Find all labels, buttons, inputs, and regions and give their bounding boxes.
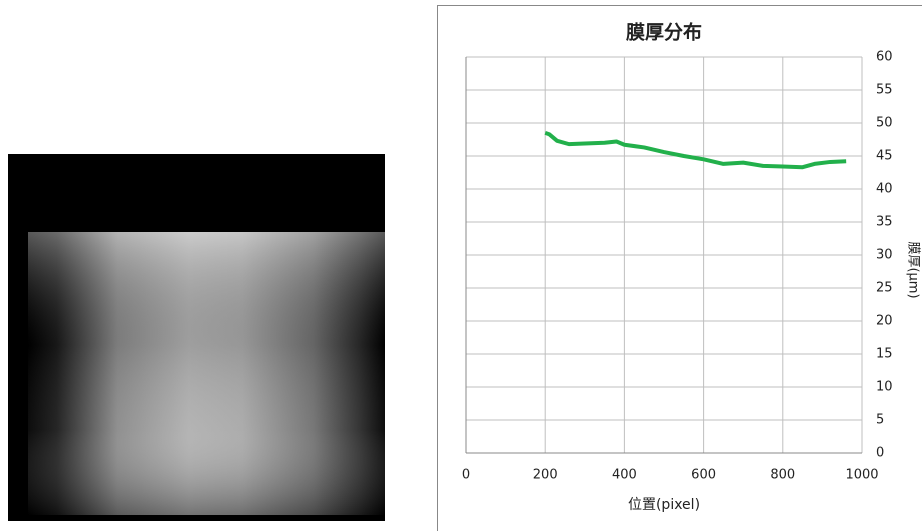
y-tick-label: 60 — [876, 50, 893, 65]
x-tick-label: 200 — [533, 468, 558, 483]
y-tick-label: 20 — [876, 314, 893, 329]
x-tick-label: 600 — [691, 468, 716, 483]
y-tick-label: 5 — [876, 413, 884, 428]
chart-title: 膜厚分布 — [625, 21, 702, 44]
y-axis-label: 膜厚(μm) — [906, 241, 921, 298]
y-tick-label: 40 — [876, 182, 893, 197]
sample-image — [8, 154, 385, 521]
x-axis-label: 位置(pixel) — [628, 497, 700, 513]
y-tick-label: 10 — [876, 380, 893, 395]
x-tick-label: 0 — [462, 468, 470, 483]
y-tick-label: 55 — [876, 83, 893, 98]
y-tick-label: 50 — [876, 116, 893, 131]
y-tick-label: 35 — [876, 215, 893, 230]
x-tick-label: 1000 — [845, 468, 878, 483]
y-tick-label: 45 — [876, 149, 893, 164]
page: {"chart_data": {"type": "line", "title":… — [0, 0, 922, 531]
x-tick-label: 800 — [770, 468, 795, 483]
y-tick-label: 0 — [876, 446, 884, 461]
x-tick-label: 400 — [612, 468, 637, 483]
y-tick-label: 25 — [876, 281, 893, 296]
chart-frame — [438, 6, 922, 531]
screen: 0510152025303540455055600200400600800100… — [0, 0, 922, 531]
y-tick-label: 15 — [876, 347, 893, 362]
y-tick-label: 30 — [876, 248, 893, 263]
